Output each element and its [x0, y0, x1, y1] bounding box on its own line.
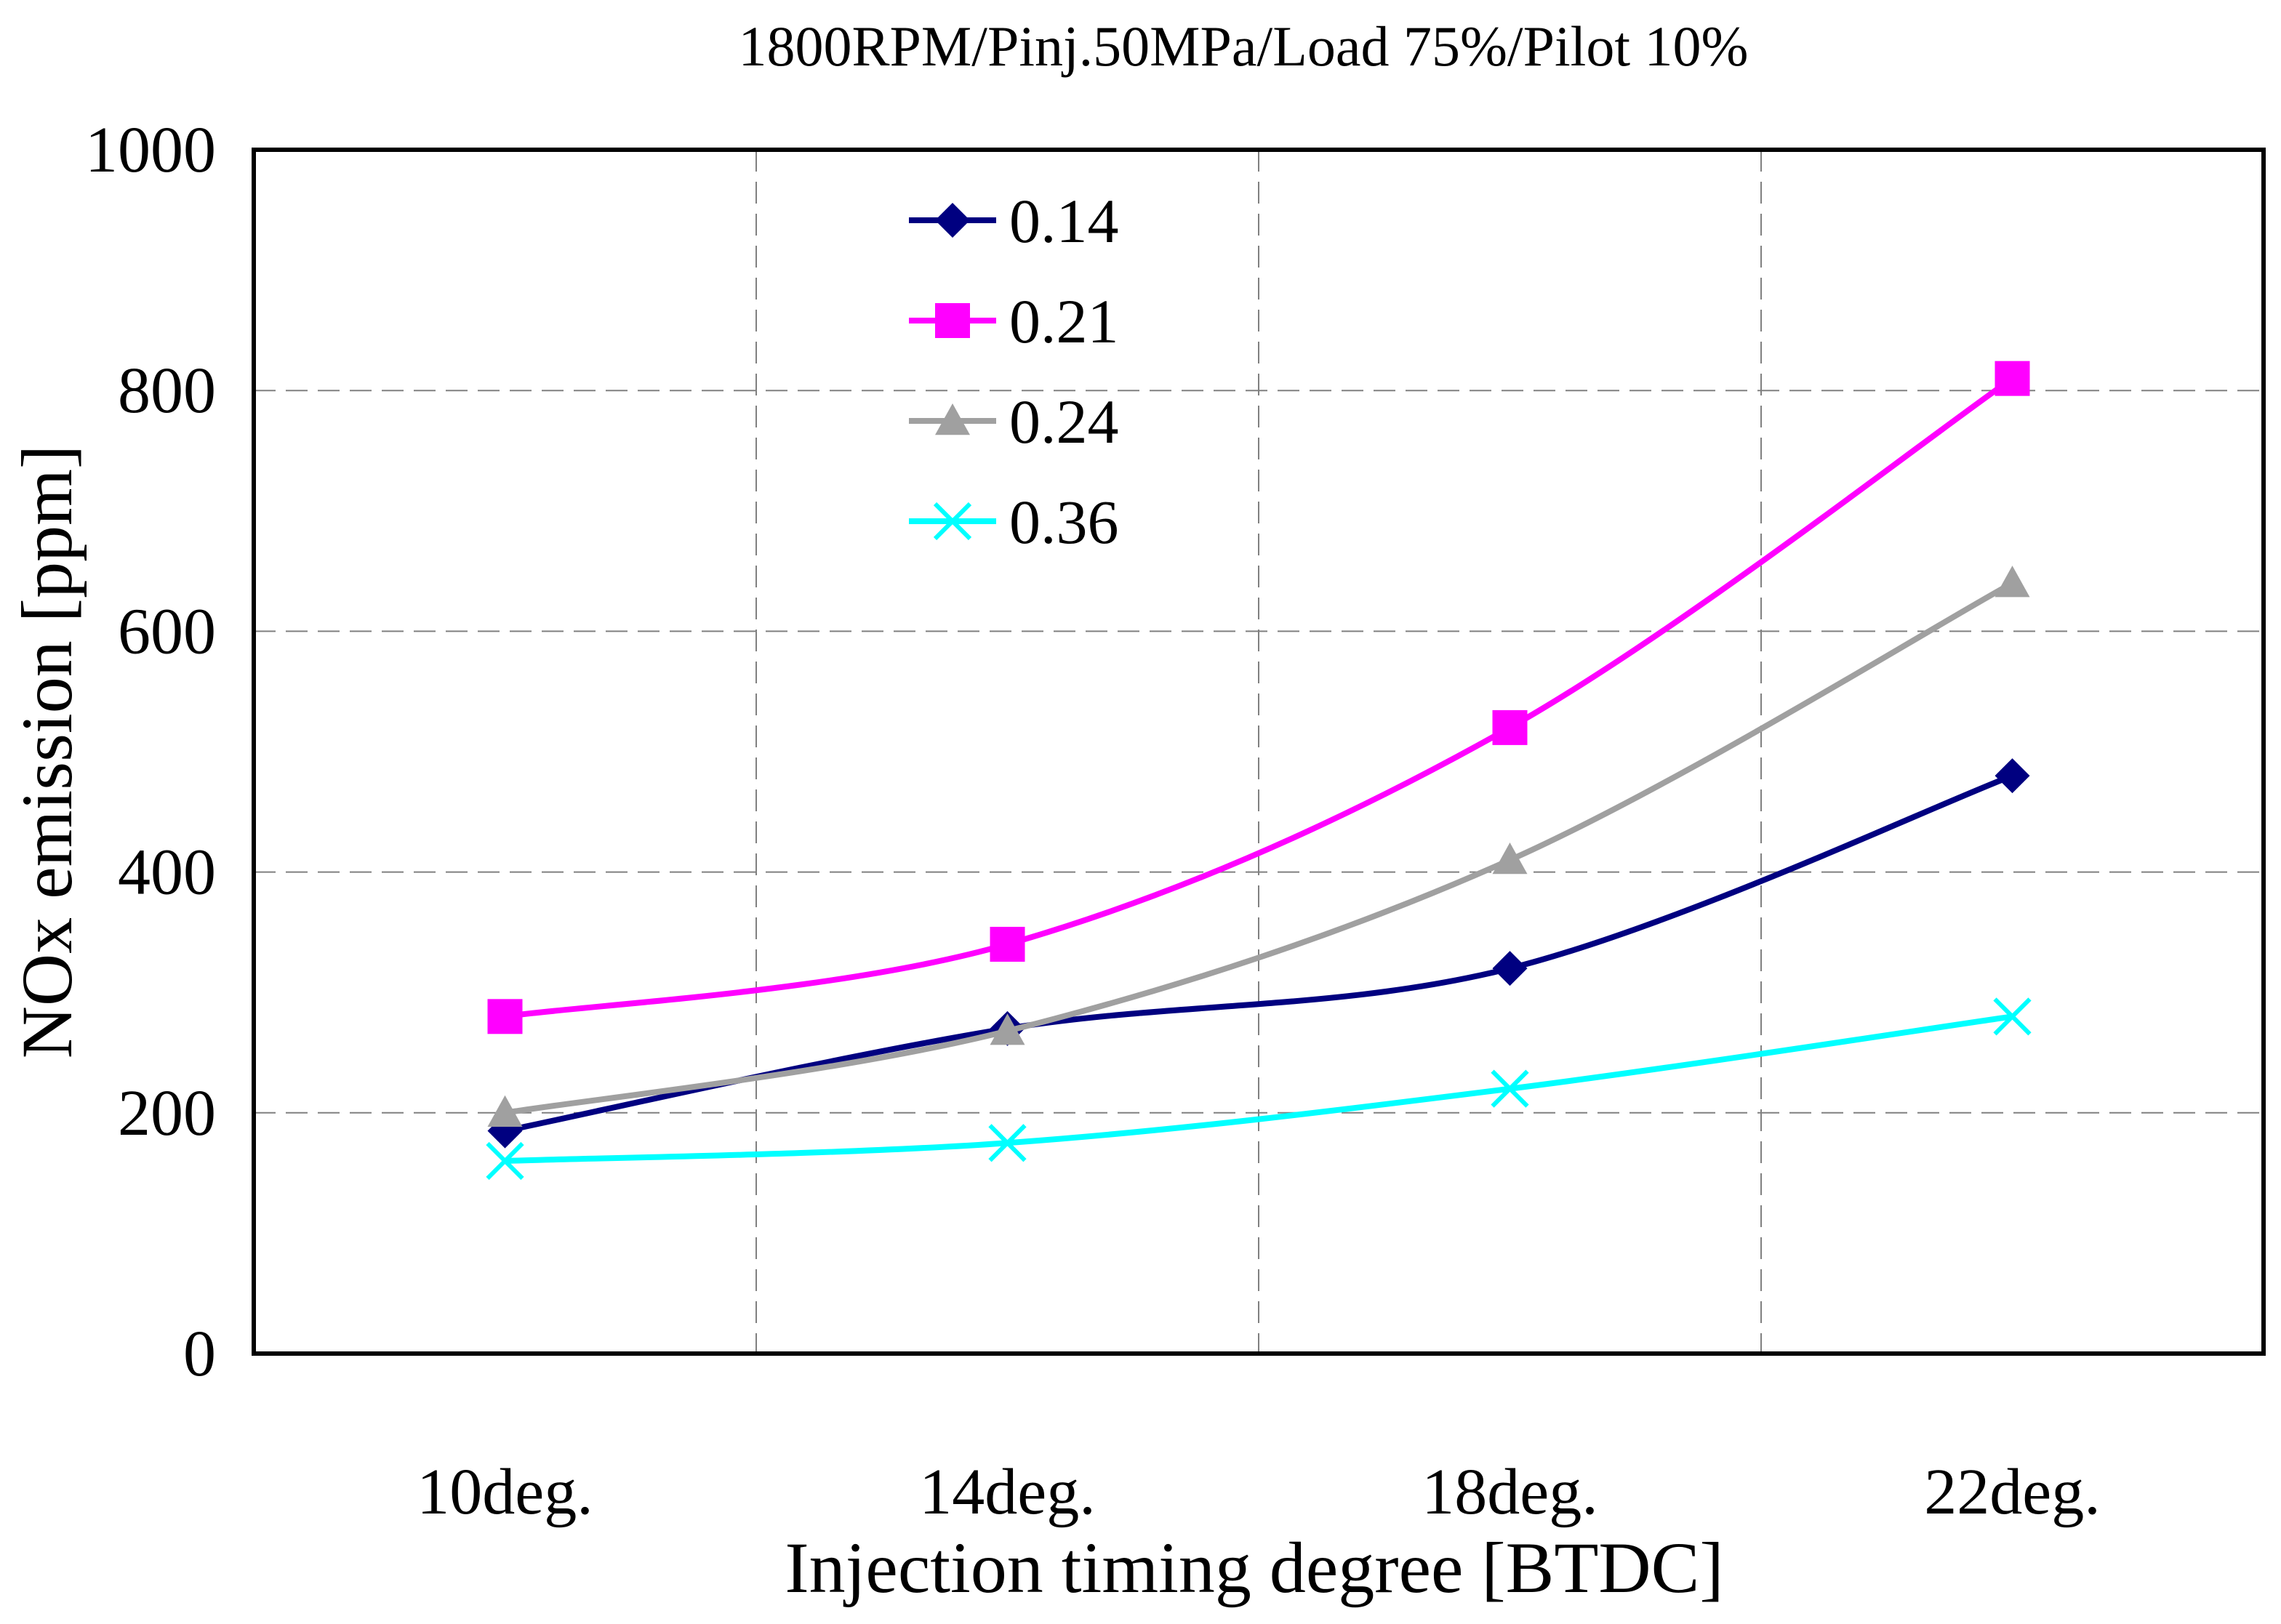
- chart-title: 1800RPM/Pinj.50MPa/Load 75%/Pilot 10%: [739, 15, 1749, 78]
- x-tick-label: 18deg.: [1422, 1456, 1597, 1528]
- legend-item-0-36-label: 0.36: [1009, 487, 1119, 557]
- series-0-36-point: [486, 1141, 524, 1181]
- legend-item-0-36: 0.36: [909, 487, 1119, 557]
- y-tick-label: 400: [118, 837, 216, 909]
- series-0-36-point-stroke: [1993, 997, 2032, 1036]
- series-0-14-point: [1492, 951, 1528, 986]
- series-0-24-point: [1995, 566, 2030, 598]
- series-0-36-point: [1491, 1069, 1529, 1108]
- series-0-24-point: [1492, 843, 1528, 875]
- axis-layer: 0 200 400 600 800 1000 10deg. 14deg. 18deg. 22deg…: [85, 114, 2101, 1528]
- legend-item-0-14: 0.14: [909, 186, 1119, 256]
- series-0-21-point: [990, 926, 1025, 962]
- x-axis-label: Injection timing degree [BTDC]: [785, 1527, 1723, 1608]
- series-0-21-line: [504, 376, 2014, 1020]
- series-0-24-point: [487, 1095, 523, 1127]
- legend-item-0-36-marker-stroke: [933, 502, 972, 541]
- x-tick-label: 22deg.: [1924, 1456, 2100, 1528]
- series-layer: [486, 361, 2032, 1181]
- y-axis-label: NOx emission [ppm]: [7, 445, 87, 1058]
- y-tick-label: 1000: [85, 114, 216, 186]
- legend-item-0-21: 0.21: [909, 286, 1119, 356]
- series-0-36-point-stroke: [1491, 1069, 1529, 1108]
- x-tick-label: 14deg.: [919, 1456, 1095, 1528]
- legend-item-0-24: 0.24: [909, 387, 1119, 457]
- legend: 0.14 0.21 0.24 0.36: [909, 186, 1119, 557]
- legend-item-0-24-marker: [935, 403, 970, 435]
- y-tick-label: 0: [183, 1318, 216, 1390]
- series-0-36-point-stroke: [988, 1124, 1027, 1162]
- series-0-36-point: [988, 1124, 1027, 1162]
- grid-layer: [254, 150, 2264, 1354]
- legend-item-0-14-marker: [935, 203, 970, 238]
- series-0-36-line: [505, 1013, 2013, 1165]
- legend-item-0-36-marker: [933, 502, 972, 541]
- series-0-24-line: [504, 580, 2014, 1116]
- y-tick-label: 600: [118, 595, 216, 667]
- x-tick-label: 10deg.: [417, 1456, 593, 1528]
- legend-item-0-21-marker: [935, 303, 970, 338]
- series-0-24-point: [990, 1013, 1025, 1045]
- y-tick-label: 800: [118, 355, 216, 427]
- legend-item-0-14-label: 0.14: [1009, 186, 1119, 256]
- plot-area-frame: [252, 148, 2266, 1356]
- series-0-36-point-stroke: [486, 1141, 524, 1181]
- series-0-36-point: [1993, 997, 2032, 1036]
- series-0-21-point: [487, 999, 523, 1034]
- series-0-14-point: [1995, 758, 2030, 794]
- series-0-21-point: [1492, 710, 1528, 745]
- legend-item-0-24-label: 0.24: [1009, 387, 1119, 457]
- series-0-21-point: [1995, 361, 2030, 396]
- legend-item-0-21-label: 0.21: [1009, 286, 1119, 356]
- y-tick-label: 200: [118, 1077, 216, 1149]
